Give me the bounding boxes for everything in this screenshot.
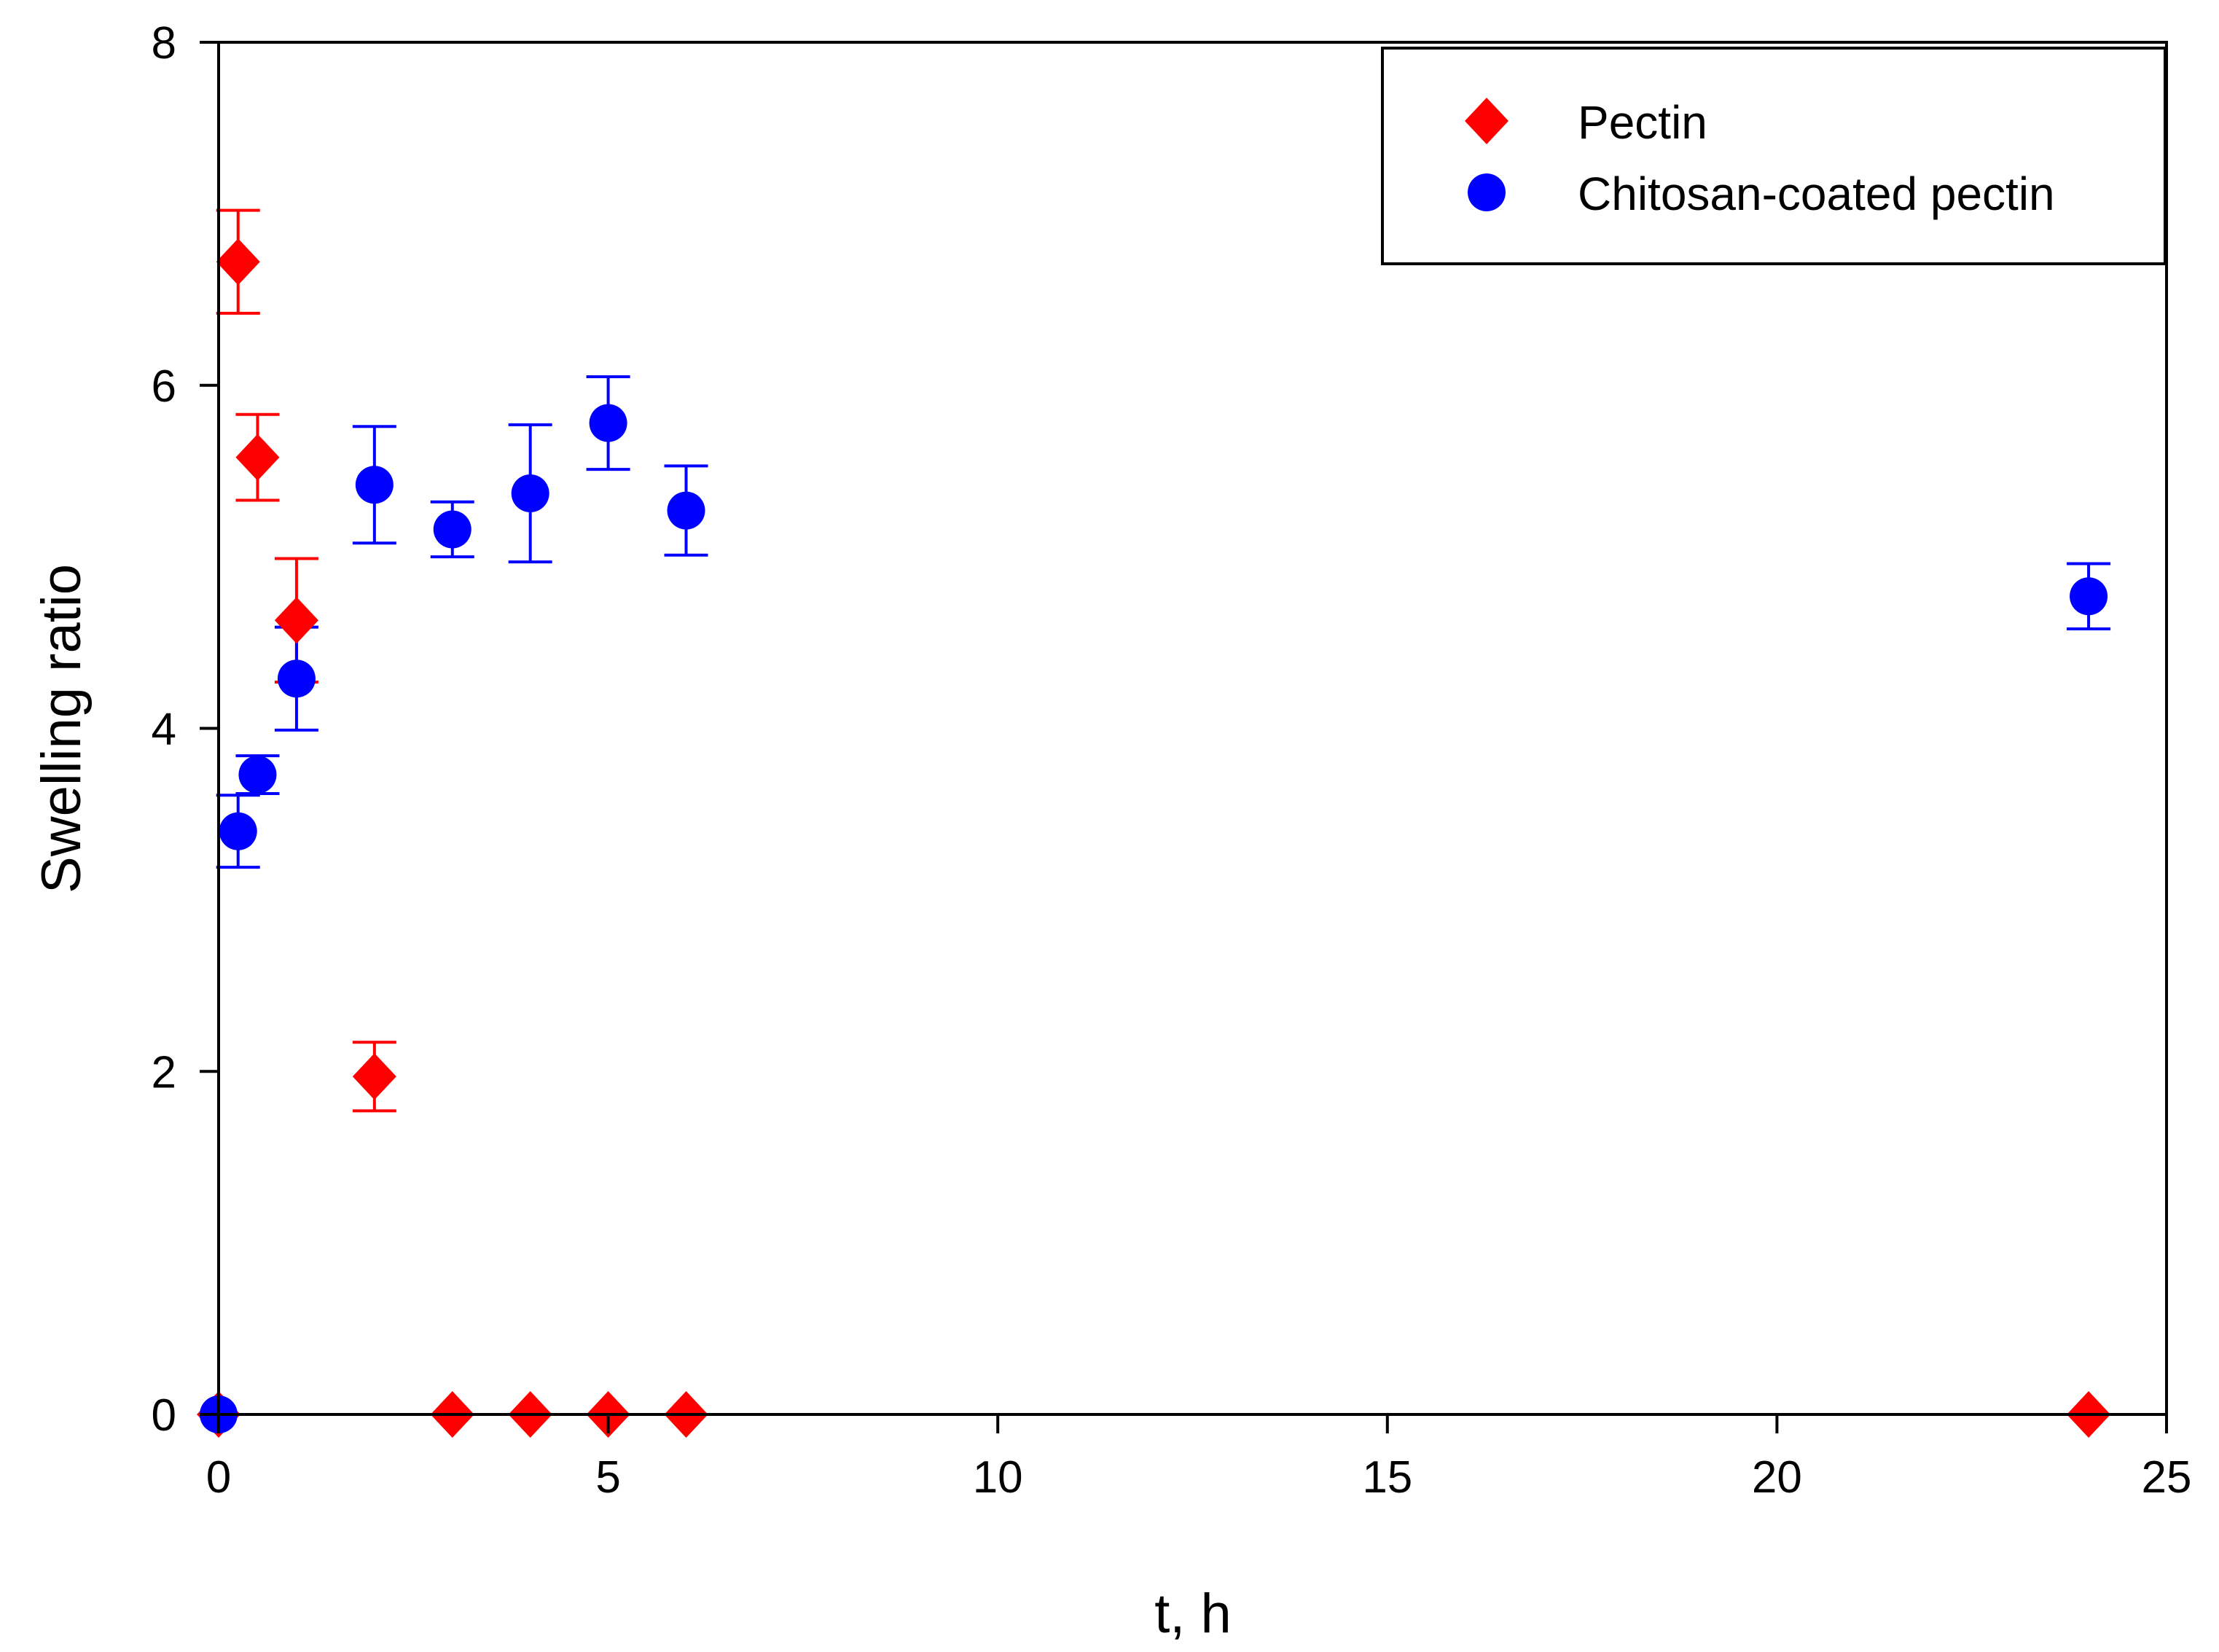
x-tick-label: 5	[595, 1452, 620, 1503]
x-tick-label: 15	[1362, 1452, 1412, 1503]
data-markers	[197, 238, 2111, 1438]
legend-marker-chitosan-coated-pectin	[1468, 173, 1506, 211]
x-tick-label: 0	[206, 1452, 231, 1503]
y-tick-label: 4	[152, 705, 176, 755]
data-point-chitosan-coated-pectin	[219, 812, 257, 850]
data-point-chitosan-coated-pectin	[589, 404, 627, 442]
y-tick-label: 8	[152, 18, 176, 68]
x-axis-ticks: 0 5 10 15 20 25	[206, 1414, 2192, 1503]
data-point-pectin	[216, 238, 260, 286]
y-tick-label: 6	[152, 361, 176, 412]
y-tick-label: 0	[152, 1390, 176, 1441]
data-point-chitosan-coated-pectin	[277, 659, 316, 698]
data-point-chitosan-coated-pectin	[355, 466, 394, 504]
data-point-chitosan-coated-pectin	[667, 491, 705, 530]
data-point-chitosan-coated-pectin	[2070, 577, 2108, 616]
legend-label-chitosan-coated-pectin: Chitosan-coated pectin	[1578, 168, 2055, 220]
x-tick-label: 20	[1752, 1452, 1802, 1503]
x-tick-label: 10	[973, 1452, 1023, 1503]
data-point-pectin	[352, 1053, 396, 1100]
legend-label-pectin: Pectin	[1578, 96, 1707, 149]
x-tick-label: 25	[2142, 1452, 2192, 1503]
legend-marker-pectin	[1465, 98, 1508, 144]
data-point-chitosan-coated-pectin	[511, 474, 549, 513]
data-point-chitosan-coated-pectin	[238, 756, 277, 794]
data-point-pectin	[274, 597, 318, 644]
y-tick-label: 2	[152, 1047, 176, 1097]
data-point-chitosan-coated-pectin	[433, 510, 471, 549]
data-point-pectin	[235, 434, 280, 481]
y-axis-ticks: 0 2 4 6 8	[152, 18, 219, 1441]
legend: Pectin Chitosan-coated pectin	[1381, 47, 2167, 265]
x-axis-title: t, h	[1154, 1583, 1232, 1645]
legend-box	[1381, 47, 2167, 265]
y-axis-title: Swelling ratio	[31, 564, 93, 893]
